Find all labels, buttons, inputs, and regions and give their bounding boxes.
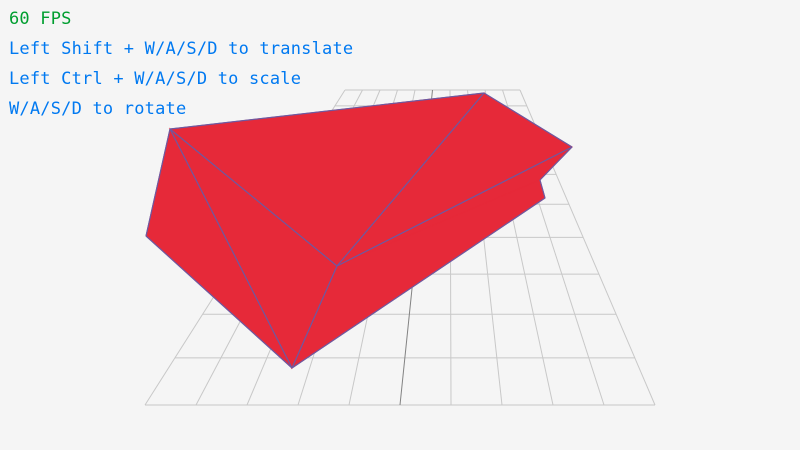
mesh-wire-edge [145,128,171,237]
mesh-wire-edge [539,179,546,199]
mesh-wire-edge [291,197,546,369]
mesh-wire-edge [483,92,573,148]
instruction-rotate: W/A/S/D to rotate [9,99,187,119]
mesh-wire-edge [539,146,573,181]
mesh-wire-edge [291,265,338,369]
mesh-wire-edge [336,92,485,267]
mesh-wire-edge [145,235,293,369]
mesh-wire-edge [169,92,485,130]
instruction-scale: Left Ctrl + W/A/S/D to scale [9,69,302,89]
instruction-translate: Left Shift + W/A/S/D to translate [9,39,354,59]
polyhedron-mesh [145,92,574,370]
fps-counter: 60 FPS [9,9,72,29]
mesh-wire-edge [169,128,293,369]
mesh-wire-edge [336,146,573,267]
mesh-wire-edge [169,128,338,267]
